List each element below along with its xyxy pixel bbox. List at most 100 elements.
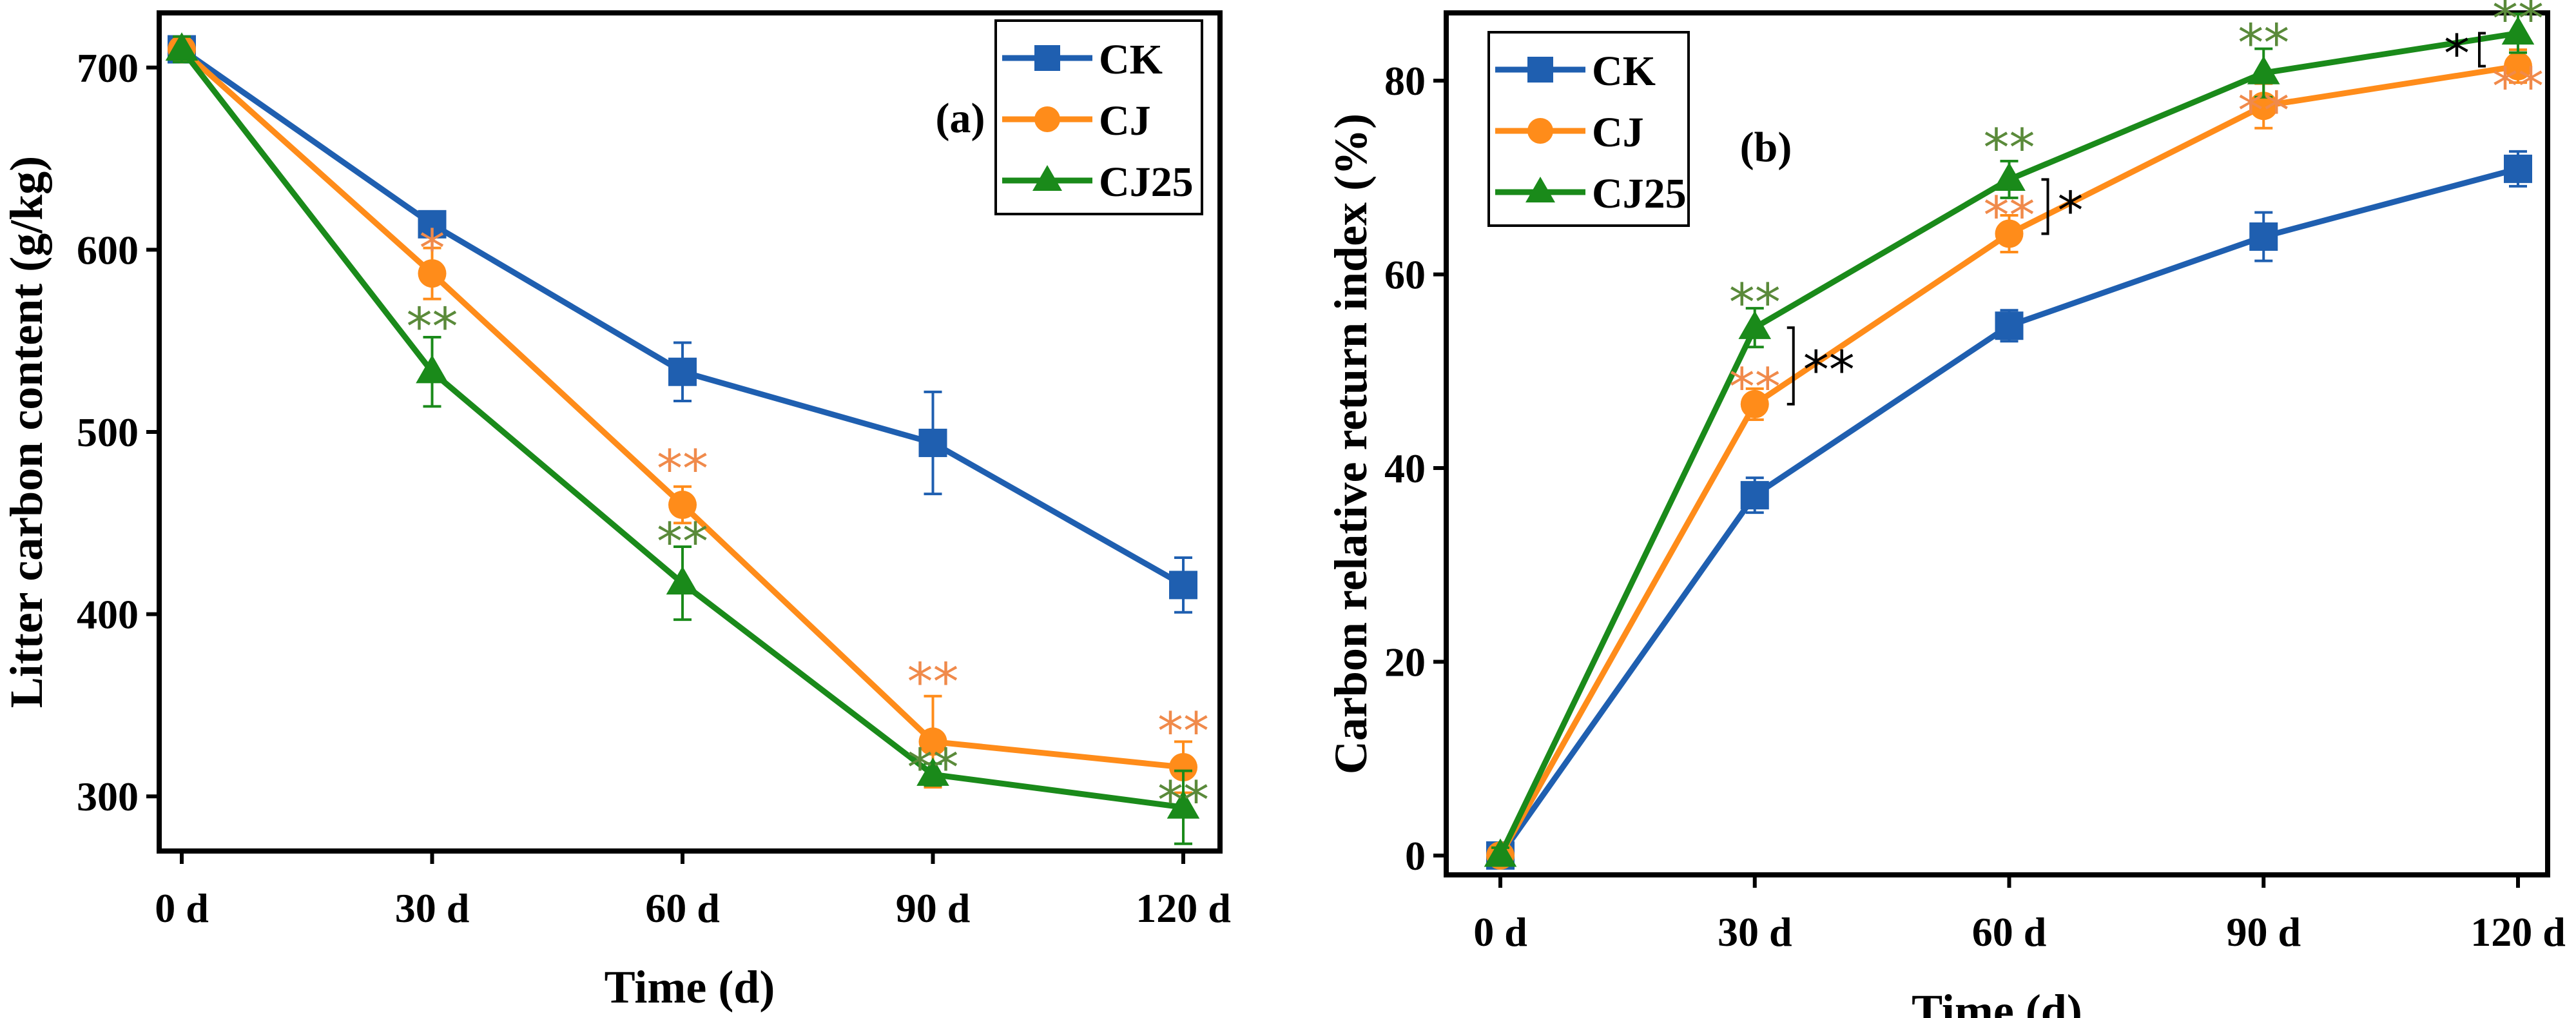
plot-frame	[1444, 10, 2550, 877]
legend-label: CJ25	[1592, 170, 1687, 217]
data-point	[2501, 16, 2535, 45]
legend-marker	[1034, 106, 1060, 132]
data-point	[1167, 790, 1200, 819]
data-point	[666, 566, 699, 595]
data-point	[916, 757, 949, 786]
legend-item-cj25: CJ25	[1002, 159, 1194, 206]
x-tick-label: 120 d	[1136, 885, 1231, 931]
y-tick-label: 80	[1384, 58, 1426, 104]
data-point	[1484, 838, 1517, 867]
legend-item-cj25: CJ25	[1495, 170, 1687, 217]
data-point	[668, 357, 697, 386]
x-tick-label: 30 d	[395, 885, 470, 931]
legend-marker	[1032, 165, 1062, 191]
significance-label: **	[1984, 118, 2035, 178]
significance-label: **	[1729, 273, 1781, 333]
data-point	[1995, 219, 2024, 248]
y-tick-label: 300	[77, 774, 139, 819]
x-tick-label: 0 d	[1473, 909, 1527, 955]
y-tick-label: 0	[1405, 833, 1426, 879]
bracket-significance-label: *	[2058, 181, 2084, 240]
significance-label: **	[1729, 357, 1781, 417]
legend-label: CJ	[1099, 97, 1151, 144]
legend: CK CJ CJ25	[1487, 31, 1690, 227]
data-point	[1738, 310, 1772, 339]
data-point	[918, 428, 947, 457]
legend-item-ck: CK	[1002, 36, 1163, 83]
legend-item-cj: CJ	[1495, 109, 1644, 156]
panel-label: (b)	[1740, 124, 1792, 171]
legend-label: CJ25	[1099, 159, 1194, 206]
data-point	[418, 259, 447, 288]
data-point	[1169, 753, 1197, 781]
data-point	[1993, 162, 2026, 191]
significance-label: **	[907, 738, 959, 798]
legend-label: CK	[1592, 48, 1656, 95]
y-tick-label: 500	[77, 409, 139, 455]
panel-label: (a)	[936, 95, 985, 142]
significance-bracket	[1787, 326, 1795, 406]
significance-bracket	[2478, 32, 2486, 68]
legend-label: CK	[1099, 36, 1163, 83]
x-tick-label: 90 d	[2226, 909, 2301, 955]
bracket-significance-label: *	[2444, 24, 2470, 84]
series-ck	[1486, 150, 2532, 870]
significance-label: **	[407, 297, 458, 357]
y-tick-label: 20	[1384, 640, 1426, 685]
data-point	[418, 210, 447, 239]
y-axis-title: Litter carbon content (g/kg)	[1, 156, 52, 709]
data-point	[416, 355, 449, 384]
data-point	[918, 727, 947, 756]
legend-marker	[1527, 118, 1553, 144]
legend-marker	[1525, 177, 1555, 202]
data-point	[2504, 52, 2532, 81]
chart-panel-a: 300 400 500 600 700 0 d 30 d 60 d 90 d 120 d Time …	[1, 10, 1231, 1013]
x-axis-title: Time (d)	[1912, 985, 2082, 1018]
y-tick-label: 700	[77, 45, 139, 91]
significance-label: *	[420, 219, 445, 279]
data-point	[2249, 92, 2278, 121]
y-tick-label: 600	[77, 227, 139, 273]
x-axis-title: Time (d)	[605, 961, 775, 1013]
significance-label: **	[1157, 701, 1209, 761]
significance-label: **	[1157, 770, 1209, 830]
series-cj25	[1484, 12, 2535, 867]
legend-marker	[1527, 57, 1553, 83]
significance-label: **	[907, 652, 959, 712]
y-tick-label: 400	[77, 592, 139, 638]
chart-panel-b: 0 20 40 60 80 0 d 30 d 60 d 90 d 120 d Time (d) Car…	[1325, 0, 2566, 1018]
data-point	[1995, 311, 2024, 340]
x-tick-label: 30 d	[1718, 909, 1792, 955]
y-axis-title: Carbon relative return index (%)	[1325, 113, 1377, 774]
significance-label: **	[657, 439, 708, 499]
significance-label: **	[657, 512, 708, 572]
y-tick-label: 60	[1384, 252, 1426, 298]
data-point	[2247, 55, 2280, 84]
legend-item-cj: CJ	[1002, 97, 1151, 144]
data-point	[668, 491, 697, 520]
x-tick-label: 60 d	[1972, 909, 2047, 955]
significance-label: **	[2492, 0, 2544, 49]
data-point	[2504, 154, 2532, 183]
significance-label: **	[2238, 81, 2289, 141]
series-cj25	[165, 32, 1200, 845]
series-line	[1498, 166, 2519, 857]
y-tick-label: 40	[1384, 445, 1426, 491]
x-tick-label: 60 d	[645, 885, 720, 931]
significance-label: **	[2238, 14, 2289, 73]
data-point	[1740, 481, 1769, 510]
bracket-significance-label: **	[1803, 340, 1855, 400]
data-point	[165, 32, 199, 61]
significance-bracket	[2041, 178, 2049, 235]
data-point	[1169, 571, 1197, 600]
x-tick-label: 120 d	[2470, 909, 2566, 955]
significance-label: **	[2492, 57, 2544, 117]
legend-item-ck: CK	[1495, 48, 1656, 95]
x-tick-label: 0 d	[155, 885, 209, 931]
significance-label: **	[1984, 186, 2035, 246]
legend-marker	[1034, 45, 1060, 71]
data-point	[1740, 389, 1769, 418]
legend-label: CJ	[1592, 109, 1644, 156]
data-point	[2249, 222, 2278, 251]
